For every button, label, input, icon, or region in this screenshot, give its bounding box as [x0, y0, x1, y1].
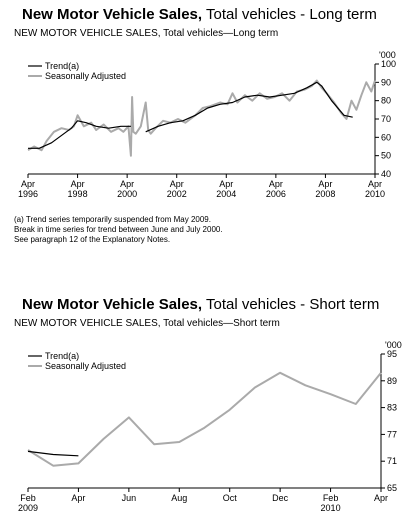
x-tick-label: 2010 [365, 189, 385, 199]
x-tick-label: Apr [219, 179, 233, 189]
x-tick-label: 2010 [321, 503, 341, 513]
x-tick-label: 2009 [18, 503, 38, 513]
y-tick-label: 80 [381, 96, 391, 106]
y-tick-label: 50 [381, 151, 391, 161]
legend-seasonal-label: Seasonally Adjusted [45, 71, 126, 81]
x-tick-label: Jun [122, 493, 137, 503]
x-tick-label: Dec [272, 493, 289, 503]
x-tick-label: Apr [269, 179, 283, 189]
x-tick-label: Oct [223, 493, 238, 503]
y-tick-label: 60 [381, 132, 391, 142]
trend-series-line [28, 81, 353, 149]
y-tick-label: 40 [381, 169, 391, 179]
x-tick-label: Apr [374, 493, 388, 503]
x-tick-label: 1998 [68, 189, 88, 199]
x-tick-label: Apr [71, 493, 85, 503]
x-tick-label: 2006 [266, 189, 286, 199]
x-tick-label: Apr [71, 179, 85, 189]
x-tick-label: 1996 [18, 189, 38, 199]
y-tick-label: 70 [381, 114, 391, 124]
chart1-plot: 405060708090100'000Apr1996Apr1998Apr2000… [18, 50, 396, 199]
seasonal-series-line [27, 371, 382, 467]
y-tick-label: 100 [381, 59, 396, 69]
y-tick-label: 71 [387, 456, 397, 466]
y-unit-label: '000 [385, 340, 402, 350]
x-tick-label: Apr [120, 179, 134, 189]
chart1-subtitle: NEW MOTOR VEHICLE SALES, Total vehicles—… [14, 28, 279, 39]
x-tick-label: Aug [171, 493, 187, 503]
note-line: (a) Trend series temporarily suspended f… [14, 215, 211, 224]
chart1-title: New Motor Vehicle Sales, Total vehicles … [22, 6, 377, 23]
x-tick-label: Feb [20, 493, 36, 503]
x-tick-label: 2004 [216, 189, 236, 199]
trend-series-line [27, 450, 79, 457]
seasonal-series-line [27, 79, 376, 157]
y-tick-label: 83 [387, 403, 397, 413]
x-tick-label: 2000 [117, 189, 137, 199]
x-tick-label: Apr [318, 179, 332, 189]
legend-seasonal-label: Seasonally Adjusted [45, 361, 126, 371]
chart2-subtitle: NEW MOTOR VEHICLE SALES, Total vehicles—… [14, 318, 280, 329]
note-line: See paragraph 12 of the Explanatory Note… [14, 235, 171, 244]
x-tick-label: Feb [323, 493, 339, 503]
chart2-title: New Motor Vehicle Sales, Total vehicles … [22, 296, 380, 313]
x-tick-label: 2008 [315, 189, 335, 199]
y-tick-label: 90 [381, 77, 391, 87]
x-tick-label: 2002 [167, 189, 187, 199]
legend-trend-label: Trend(a) [45, 61, 79, 71]
y-unit-label: '000 [379, 50, 396, 60]
x-tick-label: Apr [21, 179, 35, 189]
y-tick-label: 89 [387, 376, 397, 386]
y-tick-label: 95 [387, 349, 397, 359]
legend-trend-label: Trend(a) [45, 351, 79, 361]
y-tick-label: 65 [387, 483, 397, 493]
note-line: Break in time series for trend between J… [14, 225, 223, 234]
x-tick-label: Apr [368, 179, 382, 189]
x-tick-label: Apr [170, 179, 184, 189]
y-tick-label: 77 [387, 429, 397, 439]
chart1-notes: (a) Trend series temporarily suspended f… [14, 215, 223, 245]
